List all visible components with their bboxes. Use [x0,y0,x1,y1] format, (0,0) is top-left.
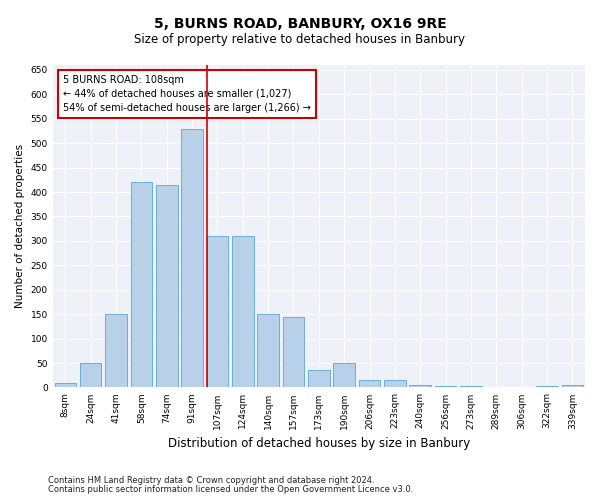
Bar [384,380,406,388]
Bar [181,128,203,388]
Bar [105,314,127,388]
Bar [435,386,457,388]
Bar [232,236,254,388]
Bar [257,314,279,388]
Bar [80,363,101,388]
Text: Size of property relative to detached houses in Banbury: Size of property relative to detached ho… [134,32,466,46]
Bar [562,385,583,388]
Text: Contains public sector information licensed under the Open Government Licence v3: Contains public sector information licen… [48,485,413,494]
Bar [409,385,431,388]
Text: 5, BURNS ROAD, BANBURY, OX16 9RE: 5, BURNS ROAD, BANBURY, OX16 9RE [154,18,446,32]
Bar [156,184,178,388]
Bar [206,236,228,388]
Y-axis label: Number of detached properties: Number of detached properties [15,144,25,308]
Bar [131,182,152,388]
Bar [55,382,76,388]
Bar [334,363,355,388]
Bar [536,386,558,388]
Text: 5 BURNS ROAD: 108sqm
← 44% of detached houses are smaller (1,027)
54% of semi-de: 5 BURNS ROAD: 108sqm ← 44% of detached h… [64,74,311,112]
X-axis label: Distribution of detached houses by size in Banbury: Distribution of detached houses by size … [168,437,470,450]
Bar [359,380,380,388]
Bar [460,386,482,388]
Bar [308,370,329,388]
Text: Contains HM Land Registry data © Crown copyright and database right 2024.: Contains HM Land Registry data © Crown c… [48,476,374,485]
Bar [283,316,304,388]
